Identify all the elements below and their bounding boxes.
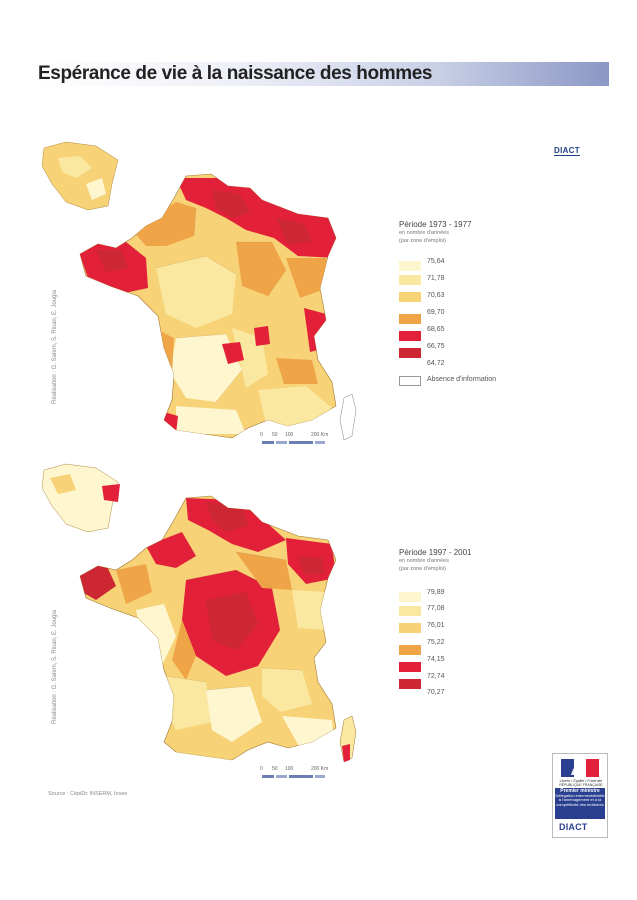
scale-segment: [315, 441, 325, 444]
legend-unit-zone: (par zone d'emploi): [399, 238, 446, 244]
legend-value: 72,74: [427, 673, 445, 680]
scale-tick: 100: [285, 766, 294, 772]
legend-value: 69,70: [427, 309, 445, 316]
legend-value: 75,22: [427, 639, 445, 646]
legend-swatch-1: [399, 261, 421, 271]
government-logo: Liberté • Égalité • Fraternité RÉPUBLIQU…: [552, 753, 608, 838]
scale-segment: [289, 775, 313, 778]
scale-segment: [315, 775, 325, 778]
legend-swatch-1: [399, 592, 421, 602]
legend-swatch-6: [399, 679, 421, 689]
credit-map-2: Réalisation : G. Salem, S. Rican, E. Jou…: [52, 609, 58, 724]
legend-value: 71,78: [427, 275, 445, 282]
legend-value: 79,89: [427, 589, 445, 596]
legend-swatch-2: [399, 606, 421, 616]
legend-unit: en nombre d'années: [399, 230, 449, 236]
legend-swatch-3: [399, 623, 421, 633]
legend-value: 64,72: [427, 360, 445, 367]
legend-value: 76,01: [427, 622, 445, 629]
scale-tick: 50: [272, 766, 278, 772]
diact-logo-bottom: DIACT: [559, 822, 588, 832]
prime-minister-label: Premier ministre: [560, 788, 600, 794]
title-bar: [33, 62, 609, 86]
legend-value: 70,27: [427, 689, 445, 696]
source-note: Source : CépiDc INSERM, Insee: [48, 791, 128, 797]
scale-tick: 200 Km: [311, 766, 329, 772]
scale-bar-2: 0 50 100 200 Km: [260, 766, 330, 780]
scale-tick: 100: [285, 432, 294, 438]
legend-value: 68,65: [427, 326, 445, 333]
legend-value: 75,64: [427, 258, 445, 265]
scale-bar-1: 0 50 100 200 Km: [260, 432, 330, 446]
legend-no-info-swatch: [399, 376, 421, 386]
ministry-label: Délégation interministérielle à l'aménag…: [555, 792, 605, 807]
legend-1973-1977: Période 1973 - 1977 en nombre d'années (…: [399, 220, 529, 245]
diact-logo-top: DIACT: [554, 146, 580, 156]
legend-unit: en nombre d'années: [399, 558, 449, 564]
scale-segment: [262, 775, 274, 778]
legend-swatch-3: [399, 292, 421, 302]
legend-1997-2001: Période 1997 - 2001 en nombre d'années (…: [399, 548, 529, 573]
legend-value: 66,75: [427, 343, 445, 350]
scale-segment: [276, 775, 287, 778]
scale-tick: 50: [272, 432, 278, 438]
marianne-flag-icon: [561, 759, 599, 777]
republic-motto: Liberté • Égalité • Fraternité RÉPUBLIQU…: [559, 779, 603, 787]
legend-value: 70,63: [427, 292, 445, 299]
legend-swatch-6: [399, 348, 421, 358]
legend-swatch-2: [399, 275, 421, 285]
credit-map-1: Réalisation : G. Salem, S. Rican, E. Jou…: [52, 289, 58, 404]
legend-swatch-5: [399, 662, 421, 672]
legend-swatch-5: [399, 331, 421, 341]
scale-segment: [276, 441, 287, 444]
legend-swatch-4: [399, 314, 421, 324]
scale-segment: [289, 441, 313, 444]
page-title: Espérance de vie à la naissance des homm…: [38, 63, 433, 84]
legend-swatch-4: [399, 645, 421, 655]
scale-tick: 0: [260, 766, 263, 772]
map-1997-2001: [41, 463, 357, 763]
scale-tick: 200 Km: [311, 432, 329, 438]
map-1973-1977: [41, 141, 357, 441]
legend-period: Période 1997 - 2001: [399, 548, 472, 557]
legend-value: 77,08: [427, 605, 445, 612]
legend-unit-zone: (par zone d'emploi): [399, 566, 446, 572]
scale-segment: [262, 441, 274, 444]
prime-minister-box: Premier ministre Délégation interministé…: [555, 788, 605, 819]
legend-value: 74,15: [427, 656, 445, 663]
scale-tick: 0: [260, 432, 263, 438]
legend-no-info-label: Absence d'information: [427, 376, 497, 383]
legend-period: Période 1973 - 1977: [399, 220, 472, 229]
